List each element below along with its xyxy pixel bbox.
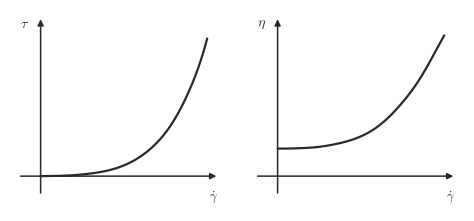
Text: $\eta$: $\eta$ <box>257 17 266 31</box>
Text: $\dot{\gamma}$: $\dot{\gamma}$ <box>446 189 455 205</box>
Text: $\tau$: $\tau$ <box>20 17 29 31</box>
Text: $\dot{\gamma}$: $\dot{\gamma}$ <box>209 189 218 205</box>
